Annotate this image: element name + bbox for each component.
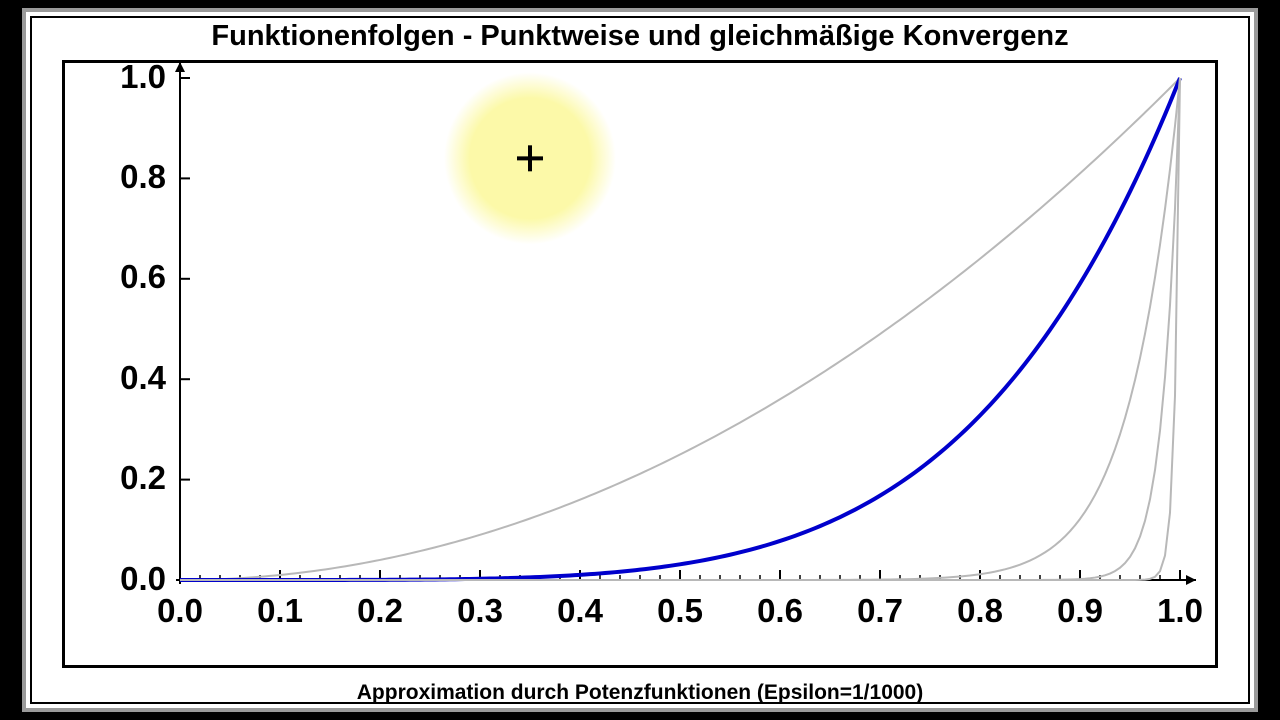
x-tick-label: 0.0 [135, 592, 225, 630]
x-tick-label: 0.8 [935, 592, 1025, 630]
y-tick-label: 0.0 [80, 560, 166, 598]
y-tick-label: 0.2 [80, 459, 166, 497]
x-tick-label: 1.0 [1135, 592, 1225, 630]
x-tick-label: 0.4 [535, 592, 625, 630]
chart-subtitle: Approximation durch Potenzfunktionen (Ep… [0, 681, 1280, 705]
x-tick-label: 0.5 [635, 592, 725, 630]
x-tick-label: 0.1 [235, 592, 325, 630]
y-tick-label: 0.4 [80, 359, 166, 397]
y-tick-label: 1.0 [80, 58, 166, 96]
stage: Funktionenfolgen - Punktweise und gleich… [0, 0, 1280, 720]
tick-labels-layer: 0.0 0.1 0.2 0.3 0.4 0.5 0.6 0.7 0.8 0.9 1.0 0.0 0.2 0… [0, 0, 1280, 720]
x-tick-label: 0.7 [835, 592, 925, 630]
x-tick-label: 0.2 [335, 592, 425, 630]
x-tick-label: 0.9 [1035, 592, 1125, 630]
y-tick-label: 0.6 [80, 258, 166, 296]
x-tick-label: 0.3 [435, 592, 525, 630]
x-tick-label: 0.6 [735, 592, 825, 630]
y-tick-label: 0.8 [80, 158, 166, 196]
